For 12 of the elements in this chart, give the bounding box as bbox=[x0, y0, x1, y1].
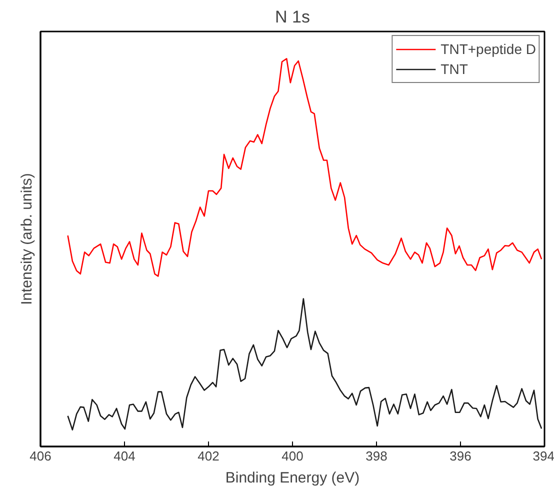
legend-label: TNT bbox=[440, 61, 468, 77]
x-tick-label: 398 bbox=[366, 448, 388, 464]
x-tick-label: 400 bbox=[282, 448, 304, 464]
x-axis-title: Binding Energy (eV) bbox=[225, 470, 360, 486]
x-tick-label: 406 bbox=[30, 448, 52, 464]
x-tick-label: 404 bbox=[114, 448, 136, 464]
x-tick-label: 402 bbox=[198, 448, 220, 464]
chart-title: N 1s bbox=[275, 8, 310, 26]
legend-label: TNT+peptide D bbox=[440, 41, 536, 57]
x-tick-label: 394 bbox=[532, 448, 554, 464]
x-tick-label: 396 bbox=[450, 448, 472, 464]
y-axis-title: Intensity (arb. units) bbox=[18, 173, 36, 305]
